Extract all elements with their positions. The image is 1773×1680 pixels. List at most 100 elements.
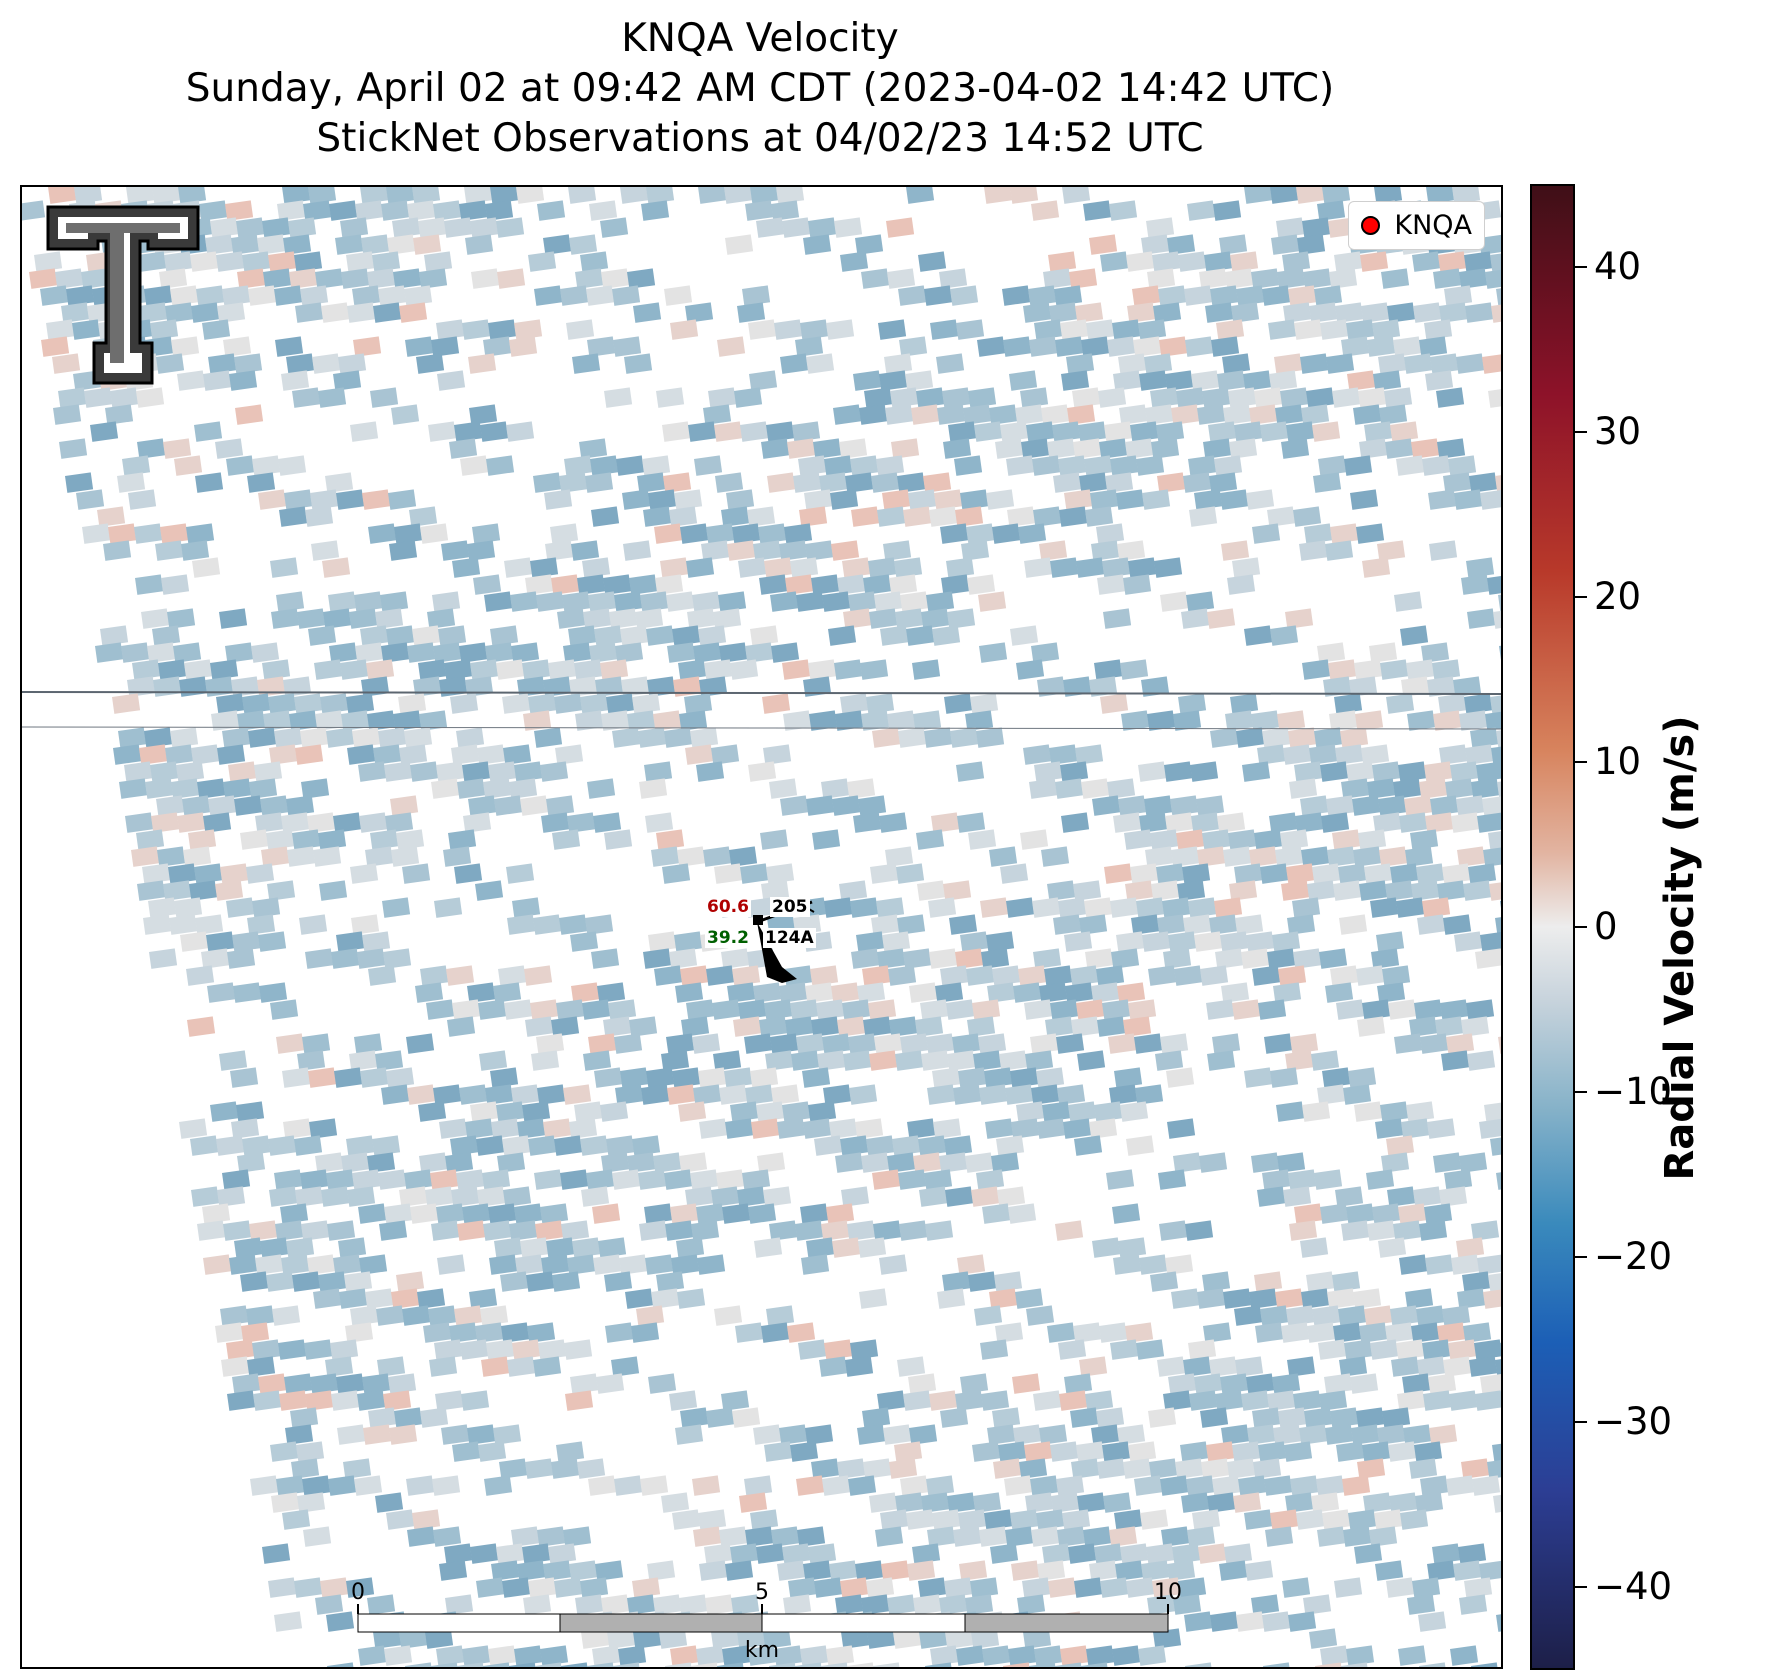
velocity-cell <box>822 591 851 612</box>
velocity-cell <box>419 1152 448 1173</box>
velocity-cell <box>1379 846 1408 867</box>
velocity-cell <box>1060 1645 1089 1666</box>
velocity-cell <box>117 727 147 748</box>
velocity-cell <box>544 489 573 510</box>
velocity-cell <box>1267 948 1296 969</box>
velocity-cell <box>1246 1373 1275 1394</box>
velocity-cell <box>1443 1356 1472 1377</box>
velocity-cell <box>629 1016 658 1037</box>
velocity-cell <box>1448 455 1477 476</box>
colorbar-tick-mark <box>1575 1421 1587 1424</box>
velocity-cell <box>932 1118 962 1139</box>
velocity-cell <box>1073 438 1102 459</box>
velocity-cell <box>590 506 620 527</box>
velocity-cell <box>1079 914 1108 935</box>
velocity-cell <box>485 200 514 221</box>
velocity-cell <box>1184 1611 1213 1632</box>
velocity-cell <box>456 1220 486 1241</box>
velocity-cell <box>1260 1305 1289 1326</box>
velocity-cell <box>1160 1033 1189 1054</box>
velocity-cell <box>861 268 890 289</box>
velocity-cell <box>1357 1016 1386 1037</box>
velocity-cell <box>1499 642 1501 663</box>
velocity-cell <box>1441 1050 1470 1071</box>
velocity-cell <box>1314 727 1343 748</box>
velocity-cell <box>1353 846 1382 867</box>
velocity-cell <box>805 1424 834 1445</box>
velocity-cell <box>1207 1050 1236 1071</box>
velocity-cell <box>267 880 296 901</box>
velocity-cell <box>1433 1152 1462 1173</box>
velocity-cell <box>1139 1254 1168 1275</box>
velocity-cell <box>1387 1186 1416 1207</box>
velocity-cell <box>979 897 1009 918</box>
velocity-cell <box>806 795 835 816</box>
velocity-cell <box>1319 1390 1348 1411</box>
velocity-cell <box>360 625 389 646</box>
velocity-cell <box>237 268 266 289</box>
velocity-cell <box>1296 1509 1325 1530</box>
velocity-cell <box>329 200 358 221</box>
velocity-cell <box>777 1118 806 1139</box>
velocity-cell <box>1300 1237 1329 1258</box>
velocity-cell <box>177 812 206 833</box>
velocity-cell <box>139 302 168 323</box>
radar-map[interactable]: 0 5 10 km KNQA 60.6 205 39.2 124A <box>20 185 1503 1669</box>
velocity-cell <box>284 489 313 510</box>
velocity-cell <box>927 897 957 918</box>
velocity-cell <box>982 1645 1011 1666</box>
velocity-cell <box>912 1152 942 1173</box>
velocity-cell <box>789 557 819 578</box>
velocity-cell <box>279 506 308 527</box>
velocity-cell <box>1398 1645 1427 1666</box>
velocity-cell <box>1325 540 1354 561</box>
velocity-cell <box>1037 1118 1066 1139</box>
velocity-cell <box>855 1560 884 1581</box>
velocity-cell <box>1461 1016 1490 1037</box>
velocity-cell <box>265 1271 295 1292</box>
velocity-cell <box>323 608 352 629</box>
scale-tick-0: 0 <box>351 1580 365 1605</box>
velocity-cell <box>396 1271 425 1292</box>
velocity-cell <box>587 1475 617 1496</box>
velocity-cell <box>289 710 318 731</box>
velocity-cell <box>217 1186 246 1207</box>
velocity-cell <box>1415 1492 1444 1513</box>
velocity-cell <box>985 489 1015 510</box>
velocity-cell <box>273 1169 303 1190</box>
velocity-cell <box>1385 880 1414 901</box>
velocity-cell <box>1215 1390 1244 1411</box>
velocity-cell <box>1084 897 1113 918</box>
velocity-cell <box>1083 200 1112 221</box>
velocity-cell <box>980 1390 1010 1411</box>
velocity-cell <box>952 1526 982 1547</box>
velocity-cell <box>731 1594 760 1615</box>
velocity-cell <box>1320 319 1349 340</box>
velocity-cell <box>378 1169 407 1190</box>
velocity-cell <box>270 557 299 578</box>
velocity-cell <box>1155 1050 1184 1071</box>
velocity-cell <box>954 948 984 969</box>
velocity-cell <box>1037 676 1066 697</box>
velocity-cell <box>479 1050 508 1071</box>
velocity-cell <box>612 1169 641 1190</box>
velocity-cell <box>954 455 983 476</box>
velocity-cell <box>878 319 907 340</box>
velocity-cell <box>125 812 154 833</box>
velocity-cell <box>719 642 748 663</box>
velocity-cell <box>614 1084 644 1105</box>
velocity-cell <box>1350 1373 1379 1394</box>
velocity-cell <box>1207 1492 1236 1513</box>
velocity-cell <box>1448 1339 1477 1360</box>
velocity-cell <box>952 1084 982 1105</box>
velocity-cell <box>819 472 848 493</box>
velocity-cell <box>770 591 799 612</box>
velocity-cell <box>543 676 572 697</box>
velocity-cell <box>1386 1577 1415 1598</box>
velocity-cell <box>1249 846 1278 867</box>
velocity-cell <box>189 1135 219 1156</box>
velocity-cell <box>191 744 220 765</box>
velocity-cell <box>195 472 224 493</box>
velocity-cell <box>694 455 723 476</box>
velocity-cell <box>1289 1033 1319 1054</box>
